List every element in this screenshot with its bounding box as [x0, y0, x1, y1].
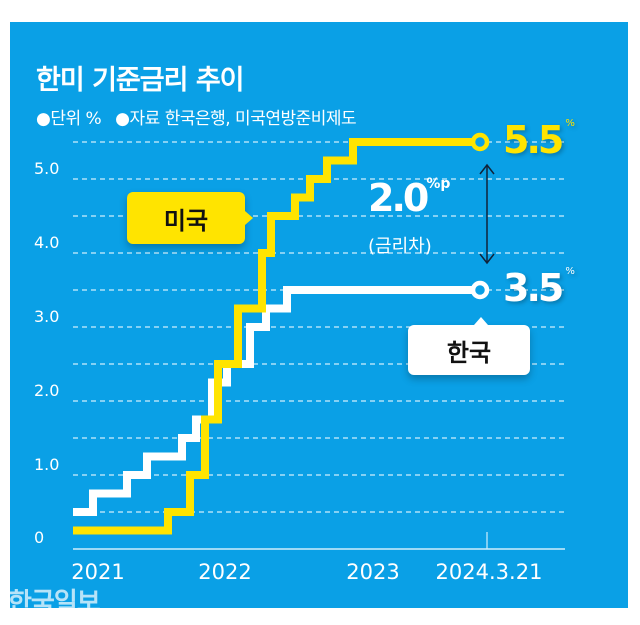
- chart-panel: [10, 22, 628, 608]
- x-tick: 2021: [71, 560, 125, 584]
- arrow-up-icon: [479, 163, 495, 175]
- rate-gap-value: 2.0%p: [368, 176, 450, 220]
- us-end-marker: [470, 132, 490, 152]
- x-tick: 2023: [346, 560, 400, 584]
- us-rate-line: [73, 138, 480, 535]
- chart-subtitle: ●단위 % ●자료 한국은행, 미국연방준비제도: [36, 104, 370, 129]
- x-tick: 2024.3.21: [435, 560, 543, 584]
- y-tick: 4.0: [34, 233, 60, 252]
- us-end-number: 5.5: [503, 118, 564, 162]
- us-end-value: 5.5%: [503, 118, 575, 162]
- korea-end-number: 3.5: [503, 266, 564, 310]
- rate-gap-label: (금리차): [368, 236, 432, 257]
- korea-series-label: 한국: [408, 317, 530, 375]
- y-tick: 0: [34, 528, 45, 547]
- gap-number: 2.0: [368, 176, 429, 220]
- gap-unit: %p: [426, 176, 451, 192]
- y-tick: 1.0: [34, 455, 60, 474]
- unit-note: ●단위 %: [36, 109, 102, 129]
- arrow-down-icon: [479, 253, 495, 265]
- watermark-logo: 한국일보: [8, 588, 101, 618]
- korea-end-value: 3.5%: [503, 266, 575, 310]
- korea-end-unit: %: [565, 266, 575, 277]
- x-tick: 2022: [198, 560, 252, 584]
- y-tick: 2.0: [34, 381, 60, 400]
- chart-title: 한미 기준금리 추이: [36, 65, 245, 96]
- us-end-unit: %: [565, 118, 575, 129]
- y-tick: 3.0: [34, 307, 60, 326]
- y-tick: 5.0: [34, 159, 60, 178]
- us-series-label: 미국: [127, 192, 253, 244]
- korea-end-marker: [470, 280, 490, 300]
- source-note: ●자료 한국은행, 미국연방준비제도: [115, 109, 357, 129]
